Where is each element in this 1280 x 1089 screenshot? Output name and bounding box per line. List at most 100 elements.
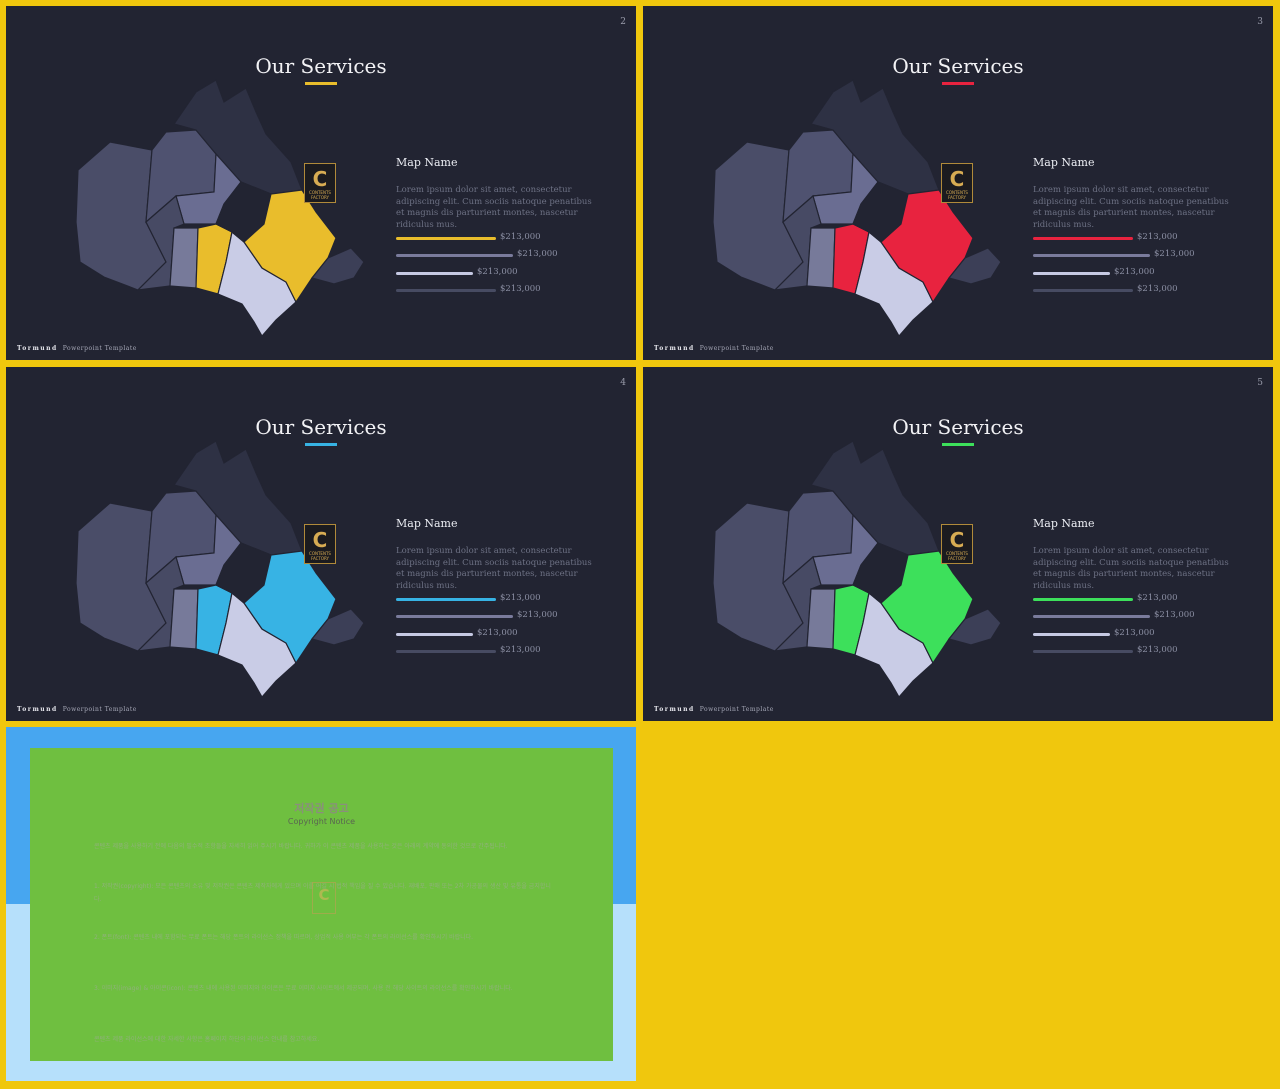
contents-factory-logo: C CONTENTS FACTORY: [304, 524, 336, 564]
bar-value: $213,000: [517, 249, 558, 260]
progress-bar: [396, 598, 496, 601]
contents-factory-logo: C CONTENTS FACTORY: [304, 163, 336, 203]
slide-title: Our Services: [892, 415, 1024, 439]
title-underline: [305, 82, 337, 85]
title-underline: [942, 82, 974, 85]
map-name: Map Name: [396, 517, 458, 530]
map-name: Map Name: [1033, 517, 1095, 530]
progress-bar: [396, 271, 473, 275]
logo-text: CONTENTS FACTORY: [946, 190, 968, 200]
slide-title: Our Services: [892, 54, 1024, 78]
footer-label: Powerpoint Template: [62, 345, 137, 352]
slide-footer: Tormund Powerpoint Template: [17, 706, 137, 713]
map-description: Lorem ipsum dolor sit amet, consectetur …: [1033, 546, 1229, 591]
notice-paragraph: 콘텐츠 제품을 사용하기 전에 다음의 필수적 조항들을 자세히 읽어 주시기 …: [94, 843, 508, 850]
bar-value: $213,000: [1154, 610, 1195, 621]
footer-label: Powerpoint Template: [699, 345, 774, 352]
footer-brand: Tormund: [654, 345, 695, 352]
region-atlantic: [310, 247, 365, 285]
logo-text: CONTENTS FACTORY: [946, 551, 968, 561]
map-description: Lorem ipsum dolor sit amet, consectetur …: [396, 185, 592, 230]
slide-title: Our Services: [255, 415, 387, 439]
notice-paragraph: 콘텐츠 제품 라이선스에 대한 자세한 사항은 홈페이지 하단의 라이선스 안내…: [94, 1036, 320, 1043]
region-saskatchewan: [806, 588, 836, 650]
bar-value: $213,000: [477, 266, 518, 277]
footer-label: Powerpoint Template: [699, 706, 774, 713]
progress-bar: [396, 649, 496, 653]
bar-value: $213,000: [500, 283, 541, 294]
map-name: Map Name: [396, 156, 458, 169]
slide-number: 2: [620, 17, 626, 27]
slide-number: 5: [1257, 378, 1263, 388]
bar-value: $213,000: [1114, 627, 1155, 638]
footer-brand: Tormund: [654, 706, 695, 713]
bar-value: $213,000: [517, 610, 558, 621]
bar-value: $213,000: [477, 627, 518, 638]
notice-card: 저작권 공고 Copyright Notice 콘텐츠 제품을 사용하기 전에 …: [30, 748, 613, 1061]
notice-subtitle: Copyright Notice: [287, 817, 356, 826]
canada-map: [712, 440, 1002, 699]
progress-bar: [1033, 598, 1133, 601]
logo-letter: C: [949, 167, 965, 191]
title-underline: [305, 443, 337, 446]
logo-letter: C: [949, 528, 965, 552]
slide-5[interactable]: 5 Our Services C CONTENTS FACTORY Map Nam…: [643, 367, 1273, 721]
notice-paragraph: 3. 이미지(image) & 아이콘(icon): 콘텐츠 내에 사용된 이미…: [94, 985, 513, 992]
watermark-logo: C: [312, 882, 336, 914]
bar-value: $213,000: [1154, 249, 1195, 260]
slide-number: 3: [1257, 17, 1263, 27]
notice-paragraph: 1. 저작권(copyright): 모든 콘텐츠의 소유 및 저작권은 콘텐츠…: [94, 883, 551, 903]
map-description: Lorem ipsum dolor sit amet, consectetur …: [396, 546, 592, 591]
progress-bar: [1033, 271, 1110, 275]
region-atlantic: [947, 608, 1002, 646]
region-saskatchewan: [169, 588, 199, 650]
slide-number: 4: [620, 378, 626, 388]
slide-2[interactable]: 2 Our Services C CONTENTS FACTORY Map Nam…: [6, 6, 636, 360]
bar-value: $213,000: [1137, 232, 1178, 242]
copyright-notice-slide[interactable]: 저작권 공고 Copyright Notice 콘텐츠 제품을 사용하기 전에 …: [6, 727, 636, 1081]
map-description: Lorem ipsum dolor sit amet, consectetur …: [1033, 185, 1229, 230]
footer-brand: Tormund: [17, 345, 58, 352]
progress-bar: [1033, 254, 1150, 258]
progress-bar: [396, 615, 513, 619]
canada-map: [712, 79, 1002, 338]
progress-bar: [1033, 237, 1133, 240]
bar-value: $213,000: [1114, 266, 1155, 277]
progress-bar: [396, 237, 496, 240]
slide-footer: Tormund Powerpoint Template: [654, 706, 774, 713]
watermark-letter: C: [318, 886, 330, 904]
region-atlantic: [947, 247, 1002, 285]
region-saskatchewan: [806, 227, 836, 289]
progress-bar: [1033, 649, 1133, 653]
notice-title: 저작권 공고: [294, 802, 349, 815]
logo-text: CONTENTS FACTORY: [309, 551, 331, 561]
bar-value: $213,000: [1137, 593, 1178, 603]
progress-bar: [1033, 288, 1133, 292]
contents-factory-logo: C CONTENTS FACTORY: [941, 524, 973, 564]
bar-value: $213,000: [500, 232, 541, 242]
slide-footer: Tormund Powerpoint Template: [17, 345, 137, 352]
progress-bar: [1033, 615, 1150, 619]
slide-4[interactable]: 4 Our Services C CONTENTS FACTORY Map Nam…: [6, 367, 636, 721]
progress-bar: [396, 288, 496, 292]
canada-map: [75, 440, 365, 699]
logo-letter: C: [312, 167, 328, 191]
contents-factory-logo: C CONTENTS FACTORY: [941, 163, 973, 203]
bar-value: $213,000: [500, 593, 541, 603]
bar-value: $213,000: [1137, 644, 1178, 655]
logo-text: CONTENTS FACTORY: [309, 190, 331, 200]
region-saskatchewan: [169, 227, 199, 289]
slide-3[interactable]: 3 Our Services C CONTENTS FACTORY Map Nam…: [643, 6, 1273, 360]
canada-map: [75, 79, 365, 338]
bar-value: $213,000: [1137, 283, 1178, 294]
logo-letter: C: [312, 528, 328, 552]
notice-paragraph: 2. 폰트(font): 콘텐츠 내에 포함되는 무료 폰트는 해당 폰트의 라…: [94, 934, 474, 941]
bar-value: $213,000: [500, 644, 541, 655]
footer-brand: Tormund: [17, 706, 58, 713]
footer-label: Powerpoint Template: [62, 706, 137, 713]
progress-bar: [1033, 632, 1110, 636]
progress-bar: [396, 632, 473, 636]
region-atlantic: [310, 608, 365, 646]
map-name: Map Name: [1033, 156, 1095, 169]
title-underline: [942, 443, 974, 446]
